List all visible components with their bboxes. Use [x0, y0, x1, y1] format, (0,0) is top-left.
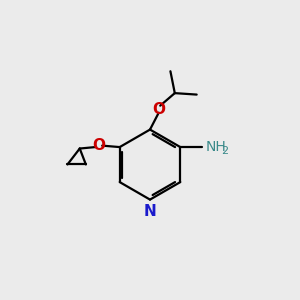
Text: N: N	[144, 204, 156, 219]
Text: O: O	[92, 138, 105, 153]
Text: O: O	[152, 102, 165, 117]
Text: 2: 2	[221, 146, 228, 156]
Text: NH: NH	[206, 140, 226, 154]
